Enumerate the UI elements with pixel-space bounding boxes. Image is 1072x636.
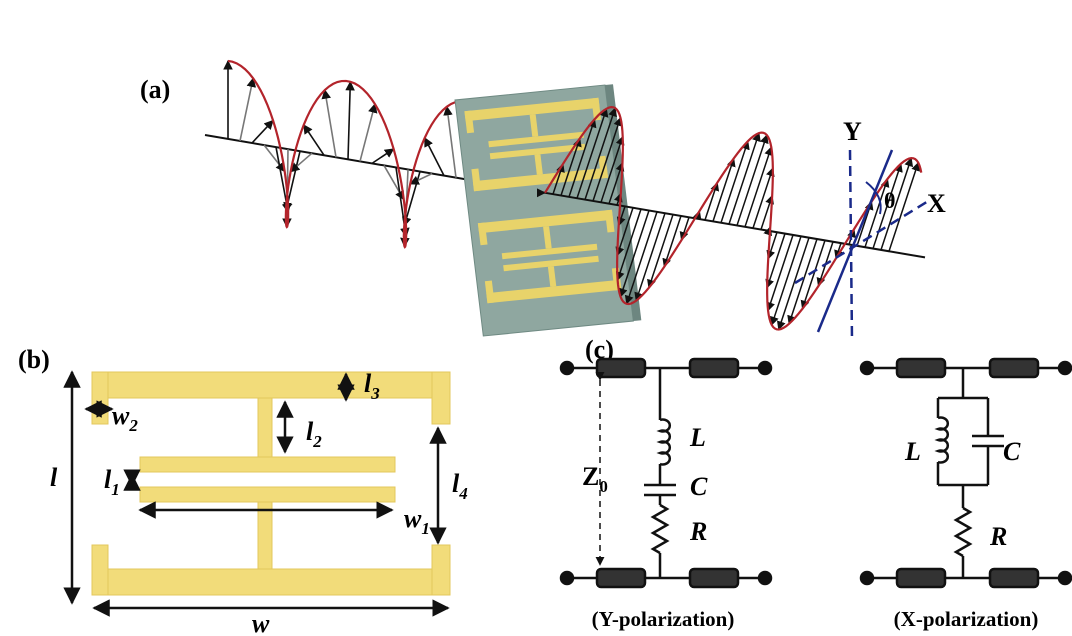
- symbol-label: L: [904, 437, 921, 466]
- caption: (X-polarization): [894, 607, 1039, 631]
- field-vector: [779, 238, 809, 330]
- symbol-subscript: 4: [458, 484, 468, 503]
- metasurface-plate: [455, 84, 641, 336]
- symbol-base: w: [252, 609, 270, 636]
- symbol-subscript: 1: [111, 480, 120, 499]
- field-vector: [240, 78, 253, 141]
- transmission-line: [990, 359, 1038, 377]
- figure: Y X θ (a) (b) l3w2l2ll1l4w1w (c) LCRZ0(Y…: [0, 0, 1072, 636]
- symbol-label: C: [1003, 437, 1021, 466]
- field-vector: [713, 158, 734, 221]
- angle-label: θ: [884, 188, 895, 213]
- symbol-subscript: 2: [128, 416, 138, 435]
- terminal: [861, 362, 873, 374]
- terminal: [1059, 362, 1071, 374]
- symbol-label: l1: [104, 465, 120, 499]
- y-axis-label: Y: [843, 117, 862, 146]
- symbol-subscript: 1: [421, 519, 430, 538]
- symbol-label: R: [689, 517, 707, 546]
- symbol-label: l2: [306, 417, 322, 451]
- field-vector: [325, 90, 336, 157]
- panel-label: (a): [140, 75, 170, 104]
- symbol-base: l: [50, 463, 58, 492]
- panel-label: (b): [18, 345, 50, 374]
- field-vector: [447, 107, 456, 178]
- symbol-label: w: [252, 609, 270, 636]
- symbol-base: w: [404, 504, 422, 533]
- field-vector: [410, 174, 432, 184]
- wire: [938, 368, 988, 578]
- symbol-base: w: [112, 401, 130, 430]
- symbol-subscript: 3: [370, 384, 380, 403]
- transmission-line: [897, 359, 945, 377]
- transmission-line: [690, 569, 738, 587]
- caption: (Y-polarization): [592, 607, 735, 631]
- symbol-label: Z0: [582, 462, 608, 496]
- inductor: [938, 418, 948, 463]
- transmission-line: [690, 359, 738, 377]
- symbol-label: C: [690, 472, 708, 501]
- symbol-label: L: [689, 423, 706, 452]
- transmission-line: [897, 569, 945, 587]
- inductor: [660, 420, 670, 465]
- field-vector: [252, 120, 273, 143]
- terminal: [759, 362, 771, 374]
- symbol-subscript: 2: [312, 432, 322, 451]
- resistor: [653, 505, 667, 553]
- symbol-label: R: [989, 522, 1007, 551]
- symbol-label: l: [50, 463, 58, 492]
- symbol-subscript: 0: [599, 477, 608, 496]
- symbol-label: l4: [452, 469, 468, 503]
- field-vector: [664, 216, 681, 267]
- terminal: [1059, 572, 1071, 584]
- terminal: [861, 572, 873, 584]
- field-vector: [425, 138, 444, 176]
- unit-cell: [92, 372, 450, 595]
- x-axis-label: X: [927, 189, 946, 218]
- field-vector: [721, 141, 748, 223]
- terminal: [561, 572, 573, 584]
- transmission-line: [597, 569, 645, 587]
- terminal: [759, 572, 771, 584]
- circuits: [561, 359, 1071, 587]
- incident-wave: [205, 61, 500, 247]
- symbol-base: Z: [582, 462, 599, 491]
- field-vector: [304, 125, 324, 155]
- terminal: [561, 362, 573, 374]
- field-vector: [372, 149, 394, 163]
- field-vector: [360, 104, 375, 161]
- symbol-label: w1: [404, 504, 430, 538]
- field-vector: [348, 82, 350, 160]
- transmission-line: [597, 359, 645, 377]
- field-vector: [636, 213, 665, 300]
- helix-curve: [228, 61, 477, 247]
- resistor: [956, 508, 970, 556]
- transmission-line: [990, 569, 1038, 587]
- symbol-label: w2: [112, 401, 138, 435]
- field-vector: [789, 239, 817, 324]
